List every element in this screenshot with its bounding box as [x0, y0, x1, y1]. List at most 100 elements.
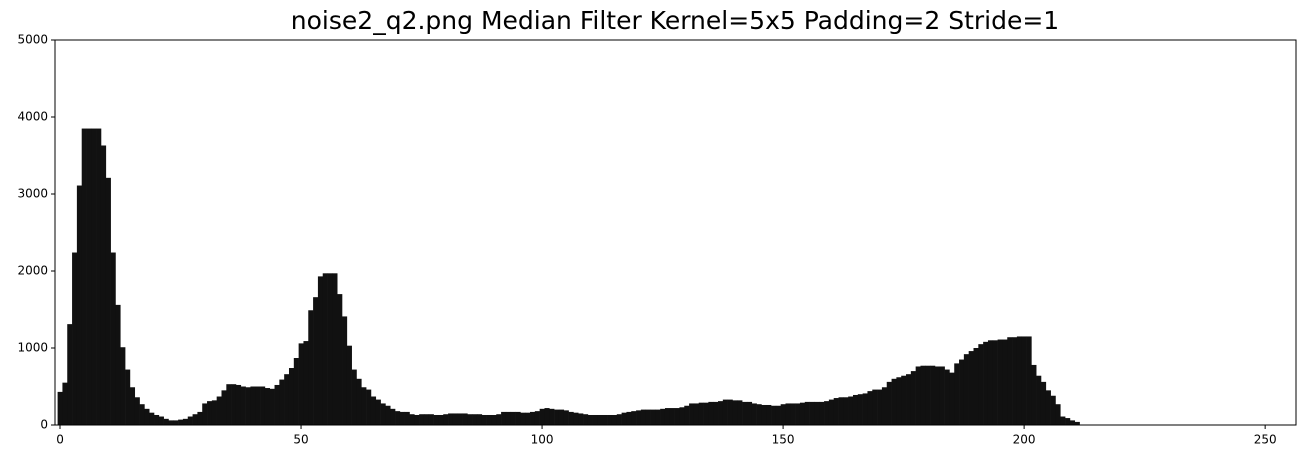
bar [380, 403, 386, 425]
bar [824, 401, 830, 425]
bar [1031, 364, 1037, 425]
bar [158, 416, 164, 425]
bar [987, 340, 994, 425]
bar [607, 414, 613, 425]
bar [602, 414, 608, 425]
bar [886, 381, 892, 425]
bar [626, 411, 632, 425]
bar [1060, 416, 1066, 425]
bar [978, 344, 984, 425]
bar [308, 310, 314, 425]
bar [809, 401, 815, 425]
bar [689, 403, 695, 425]
bar [631, 411, 637, 425]
bar [857, 394, 863, 425]
bar [616, 414, 622, 425]
bar [322, 273, 328, 425]
y-tick-label: 0 [40, 418, 48, 432]
bar [173, 420, 179, 425]
bar [284, 374, 290, 425]
bar [573, 412, 579, 425]
bar [611, 414, 618, 425]
bar [906, 374, 912, 425]
bar [423, 414, 430, 425]
bar [1065, 418, 1071, 425]
bar [713, 401, 719, 425]
bar [766, 404, 772, 425]
bar [226, 384, 232, 425]
bar [578, 413, 584, 425]
bar [679, 407, 685, 425]
bar [660, 408, 666, 425]
bar [149, 412, 155, 425]
y-tick-label: 5000 [17, 33, 48, 47]
bar [761, 404, 767, 425]
bar [115, 304, 121, 425]
bar [81, 128, 87, 426]
bar [732, 400, 738, 425]
plot-frame [54, 39, 1297, 426]
bar [742, 401, 748, 425]
bar [795, 403, 801, 425]
x-tick-label: 50 [293, 433, 308, 447]
bar [505, 411, 512, 425]
bar [216, 396, 222, 425]
bar [428, 414, 434, 425]
bar [390, 408, 396, 425]
bar [96, 128, 102, 426]
bar [361, 387, 367, 425]
bar [756, 404, 762, 425]
bar [520, 412, 526, 425]
bar [462, 413, 468, 425]
bar [848, 396, 854, 425]
bar [260, 386, 266, 425]
bar [197, 411, 203, 425]
bar [409, 414, 415, 425]
bar [1012, 337, 1018, 425]
bar [1074, 421, 1080, 425]
bar [896, 377, 902, 425]
bar [910, 371, 916, 425]
bar [737, 400, 743, 425]
bar [563, 410, 569, 425]
bar [163, 418, 169, 425]
bar [356, 378, 362, 425]
bar [963, 354, 969, 425]
bar [525, 412, 531, 425]
bar [554, 409, 560, 425]
bar [915, 366, 921, 425]
bar [67, 324, 73, 425]
bar [269, 388, 275, 425]
bar [1055, 404, 1061, 425]
bar [852, 394, 859, 425]
bar [997, 339, 1003, 425]
chart-title: noise2_q2.png Median Filter Kernel=5x5 P… [291, 6, 1059, 35]
bar [57, 391, 63, 425]
bar [819, 401, 825, 425]
bar [867, 391, 873, 425]
bar [877, 389, 883, 425]
bar [804, 401, 810, 425]
bar [785, 403, 791, 425]
bar [110, 252, 116, 425]
bar [443, 414, 449, 425]
bar [568, 411, 574, 425]
bar [178, 419, 184, 425]
bar [207, 401, 213, 425]
bar [973, 348, 979, 425]
bar [1045, 390, 1051, 425]
bar [467, 414, 473, 425]
bar [583, 414, 589, 425]
bar [684, 405, 690, 425]
bar [1040, 381, 1047, 425]
bar [992, 340, 998, 425]
bar [843, 397, 849, 425]
bar [534, 411, 540, 425]
bar [438, 414, 444, 425]
bar [457, 413, 463, 425]
bar [558, 409, 565, 425]
bar [799, 402, 806, 425]
bar [891, 378, 897, 425]
bar [901, 375, 907, 425]
bar [881, 387, 888, 425]
